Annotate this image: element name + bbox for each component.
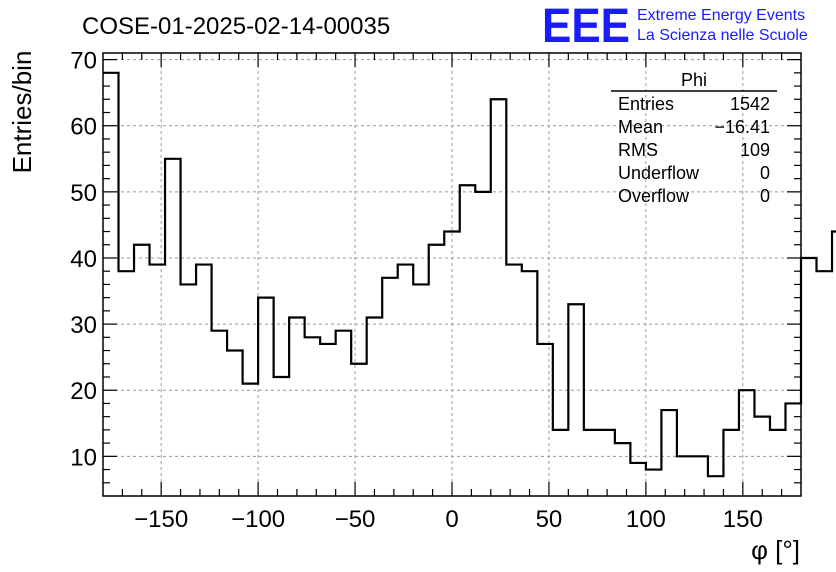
histogram-bin [568, 304, 584, 496]
histogram-bin [119, 271, 135, 496]
histogram-bin [413, 284, 429, 496]
eee-logo-mark: EEE [542, 0, 630, 53]
y-tick-label: 20 [70, 378, 97, 405]
x-tick-label: 100 [626, 506, 666, 533]
x-tick-label: −150 [134, 506, 188, 533]
x-tick-label: −50 [335, 506, 376, 533]
histogram-bin [537, 344, 553, 496]
x-tick-label: −100 [231, 506, 285, 533]
stats-row-label: RMS [618, 140, 658, 160]
histogram-bin [289, 317, 305, 496]
histogram-bin [351, 364, 367, 496]
stats-row-value: 0 [760, 163, 770, 183]
stats-rows: Entries 1542 Mean −16.41 RMS 109 Underflow 0 Ove… [618, 94, 770, 206]
histogram-bin [506, 265, 522, 496]
y-tick-label: 60 [70, 114, 97, 141]
histogram-bin [444, 232, 460, 496]
stats-row-value: 1542 [730, 94, 770, 114]
x-tick-label: 0 [445, 506, 458, 533]
eee-logo-line1: Extreme Energy Events [637, 7, 805, 24]
histogram-bin [134, 245, 150, 496]
histogram-bin [475, 192, 491, 496]
histogram-bin [785, 403, 801, 496]
y-tick-label: 70 [70, 48, 97, 75]
stats-box: Phi Entries 1542 Mean −16.41 RMS 109 Underflow… [611, 70, 777, 206]
x-tick-label: 150 [723, 506, 763, 533]
histogram-bin [150, 265, 166, 496]
y-tick-label: 10 [70, 444, 97, 471]
histogram-bin [723, 430, 739, 496]
histogram-bin [382, 278, 398, 496]
histogram-bin [754, 417, 770, 496]
histogram-bin [491, 99, 507, 496]
histogram-bin [367, 317, 383, 496]
y-tick-label: 30 [70, 312, 97, 339]
histogram-bin [274, 377, 290, 496]
histogram-bin [708, 476, 724, 496]
histogram-bin [181, 284, 197, 496]
histogram-bin [599, 430, 615, 496]
histogram-bin [739, 390, 755, 496]
histogram-bin [320, 344, 336, 496]
stats-row-value: −16.41 [714, 117, 770, 137]
stats-row-label: Underflow [618, 163, 700, 183]
grid [103, 53, 801, 496]
chart-title: COSE-01-2025-02-14-00035 [82, 13, 390, 40]
stats-row-label: Mean [618, 117, 663, 137]
y-tick-label: 50 [70, 180, 97, 207]
histogram-bin [212, 331, 228, 496]
histogram-bin [770, 430, 786, 496]
histogram-bin [801, 258, 817, 496]
axis-ticks [103, 53, 801, 496]
histogram-bin [630, 463, 646, 496]
histogram-bin [817, 271, 833, 496]
plot-frame [102, 52, 802, 497]
histogram-bin [615, 443, 631, 496]
eee-logo-line2: La Scienza nelle Scuole [637, 27, 808, 44]
histogram-bin [196, 265, 212, 496]
histogram-bars [103, 71, 836, 496]
x-tick-label: 50 [536, 506, 563, 533]
x-axis-title: φ [°] [751, 535, 800, 565]
histogram-bin [553, 430, 569, 496]
stats-box-name: Phi [681, 70, 707, 90]
histogram-bin [398, 265, 414, 496]
histogram-bin [522, 271, 538, 496]
tick-labels: −150 −100 −50 0 50 100 150 10 20 30 40 50 60 70 [70, 48, 763, 533]
histogram-bin [305, 337, 321, 496]
histogram-bin [336, 331, 352, 496]
histogram-bin [646, 470, 662, 496]
stats-row-label: Overflow [618, 186, 690, 206]
histogram-outline [103, 71, 836, 478]
y-tick-label: 40 [70, 246, 97, 273]
histogram-bin [460, 185, 476, 496]
histogram-bin [429, 245, 445, 496]
histogram-bin [243, 384, 259, 496]
y-axis-title: Entries/bin [7, 51, 37, 174]
stats-row-label: Entries [618, 94, 674, 114]
histogram-bin [165, 159, 181, 496]
histogram-bin [832, 232, 836, 496]
histogram-bin [661, 410, 677, 496]
stats-row-value: 109 [740, 140, 770, 160]
histogram-bin [227, 351, 243, 496]
histogram-bin [584, 430, 600, 496]
histogram-bin [258, 298, 274, 496]
histogram-bin [692, 456, 708, 496]
eee-logo: EEE Extreme Energy Events La Scienza nel… [542, 0, 808, 53]
stats-row-value: 0 [760, 186, 770, 206]
